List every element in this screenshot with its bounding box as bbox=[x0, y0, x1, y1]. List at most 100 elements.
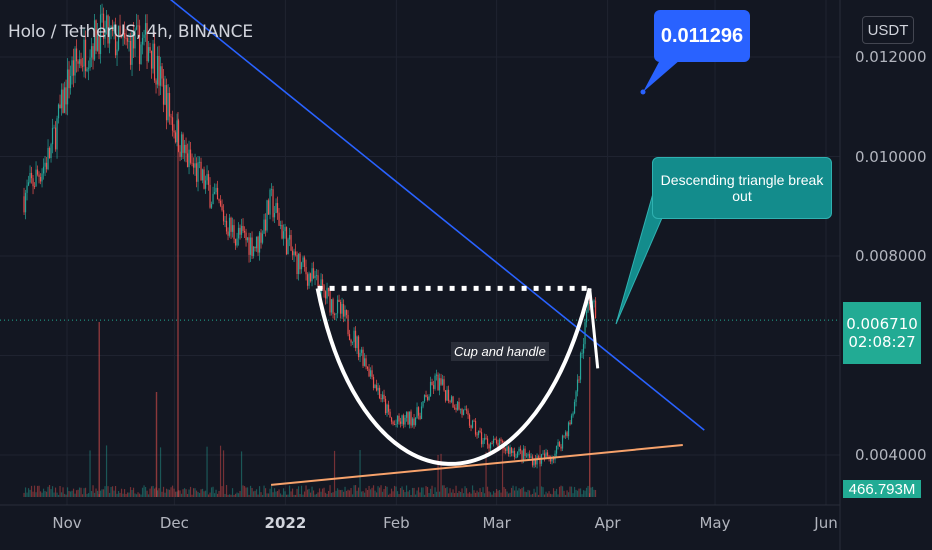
volume-bar bbox=[336, 488, 339, 497]
volume-bar bbox=[503, 487, 505, 497]
candle-body bbox=[557, 442, 559, 446]
volume-bar bbox=[500, 492, 502, 497]
volume-bar bbox=[314, 494, 316, 497]
volume-bar bbox=[413, 487, 415, 497]
volume-bar bbox=[101, 489, 103, 497]
volume-bar bbox=[443, 485, 445, 497]
candle-body bbox=[231, 225, 234, 232]
currency-button[interactable]: USDT bbox=[862, 16, 914, 44]
volume-bar bbox=[396, 491, 399, 497]
volume-bar bbox=[383, 489, 385, 497]
candle-body bbox=[339, 302, 342, 314]
candle-body bbox=[341, 304, 343, 314]
volume-bar bbox=[293, 494, 295, 497]
volume-bar bbox=[207, 494, 210, 497]
candle-body bbox=[317, 275, 319, 288]
volume-bar bbox=[552, 488, 555, 497]
candle-body bbox=[29, 172, 31, 183]
volume-bar bbox=[354, 485, 357, 497]
volume-bar bbox=[72, 488, 75, 497]
volume-bar bbox=[234, 493, 237, 497]
candle-body bbox=[524, 448, 526, 456]
candle-body bbox=[287, 239, 289, 255]
volume-bar bbox=[561, 486, 564, 497]
candle-body bbox=[158, 55, 160, 86]
volume-bar bbox=[291, 488, 294, 497]
volume-bar bbox=[201, 488, 204, 497]
volume-bar bbox=[338, 489, 340, 497]
candle-body bbox=[399, 421, 402, 424]
volume-bar bbox=[476, 490, 478, 497]
candle-body bbox=[135, 25, 138, 30]
candle-body bbox=[213, 191, 216, 194]
volume-bar bbox=[333, 450, 336, 497]
volume-bar bbox=[150, 486, 153, 497]
volume-bar bbox=[384, 485, 387, 497]
candle-body bbox=[147, 47, 150, 62]
candle-body bbox=[161, 66, 163, 79]
candle-body bbox=[363, 358, 366, 366]
candle-body bbox=[581, 353, 583, 355]
y-tick-label: 0.010000 bbox=[855, 147, 927, 166]
volume-bar bbox=[431, 485, 433, 497]
volume-bar bbox=[321, 488, 324, 497]
candle-body bbox=[434, 375, 436, 389]
candle-body bbox=[386, 404, 388, 414]
volume-bar bbox=[473, 490, 475, 497]
volume-bar bbox=[468, 492, 471, 497]
volume-bar bbox=[440, 453, 442, 497]
candle-body bbox=[486, 438, 489, 445]
volume-bar bbox=[87, 493, 90, 497]
y-tick-label: 0.004000 bbox=[855, 446, 927, 464]
candle-body bbox=[480, 432, 483, 445]
candle-body bbox=[336, 299, 339, 314]
candle-body bbox=[311, 268, 313, 282]
candle-body bbox=[302, 257, 304, 263]
x-tick-label: 2022 bbox=[264, 514, 307, 532]
y-tick-label: 0.012000 bbox=[855, 48, 927, 66]
candle-body bbox=[113, 24, 115, 31]
volume-bar bbox=[290, 491, 292, 497]
volume-bar bbox=[332, 492, 334, 497]
symbol-title[interactable]: Holo / TetherUS, 4h, BINANCE bbox=[8, 22, 253, 42]
volume-bar bbox=[194, 488, 196, 497]
volume-bar bbox=[249, 485, 252, 497]
volume-bar bbox=[486, 486, 489, 497]
volume-bar bbox=[254, 490, 256, 497]
candle-body bbox=[56, 118, 58, 150]
candle-body bbox=[369, 370, 372, 377]
candle-body bbox=[327, 287, 330, 292]
volume-bar bbox=[171, 485, 174, 497]
x-tick-label: Mar bbox=[482, 514, 511, 532]
candle-body bbox=[440, 378, 442, 385]
volume-bar bbox=[563, 490, 565, 497]
candle-body bbox=[293, 251, 295, 256]
volume-bar bbox=[387, 494, 390, 497]
volume-bar bbox=[203, 491, 205, 497]
candle-body bbox=[573, 402, 576, 414]
volume-bar bbox=[462, 493, 465, 497]
candle-body bbox=[443, 379, 445, 391]
candle-body bbox=[537, 456, 540, 458]
volume-bar bbox=[110, 486, 112, 497]
volume-bar bbox=[38, 485, 40, 497]
volume-bar bbox=[312, 490, 315, 497]
candle-body bbox=[464, 409, 466, 411]
volume-bar bbox=[128, 492, 130, 497]
volume-bar bbox=[414, 494, 417, 497]
volume-bar bbox=[30, 485, 33, 497]
candle-countdown: 02:08:27 bbox=[848, 333, 916, 351]
candle-body bbox=[128, 40, 130, 42]
breakout-callout[interactable]: Descending triangle break out bbox=[652, 157, 832, 219]
volume-bar bbox=[570, 486, 573, 497]
candle-body bbox=[300, 262, 303, 270]
volume-bar bbox=[131, 489, 133, 497]
candle-body bbox=[422, 401, 424, 407]
volume-bar bbox=[555, 488, 558, 497]
cup-and-handle-label[interactable]: Cup and handle bbox=[451, 342, 549, 361]
volume-bar bbox=[167, 489, 169, 497]
price-target-callout[interactable]: 0.011296 bbox=[654, 10, 750, 62]
candle-body bbox=[297, 253, 300, 275]
volume-bar bbox=[545, 491, 547, 497]
